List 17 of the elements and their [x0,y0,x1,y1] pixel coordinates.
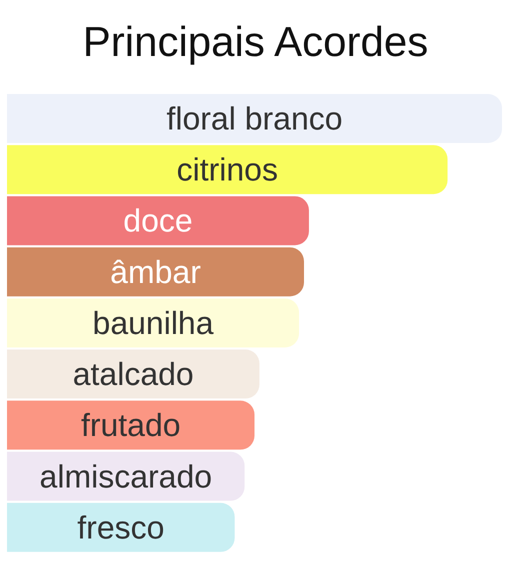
bar [7,298,300,348]
bar [7,196,309,246]
chart-title: Principais Acordes [82,17,430,67]
y-tick-label: baunilha [92,304,214,341]
y-tick-label: atalcado [72,356,194,392]
y-tick-label: âmbar [110,254,202,290]
y-tick-label: almiscarado [40,458,212,494]
bar [7,145,448,194]
y-tick-label: fresco [77,509,164,546]
bar [7,400,254,450]
bar [7,247,304,296]
y-tick-label: frutado [80,407,181,444]
y-tick-label: doce [123,202,193,239]
y-tick-label: citrinos [176,152,278,188]
bar [7,502,235,552]
y-tick-label: floral branco [166,100,343,136]
bar [7,350,260,399]
